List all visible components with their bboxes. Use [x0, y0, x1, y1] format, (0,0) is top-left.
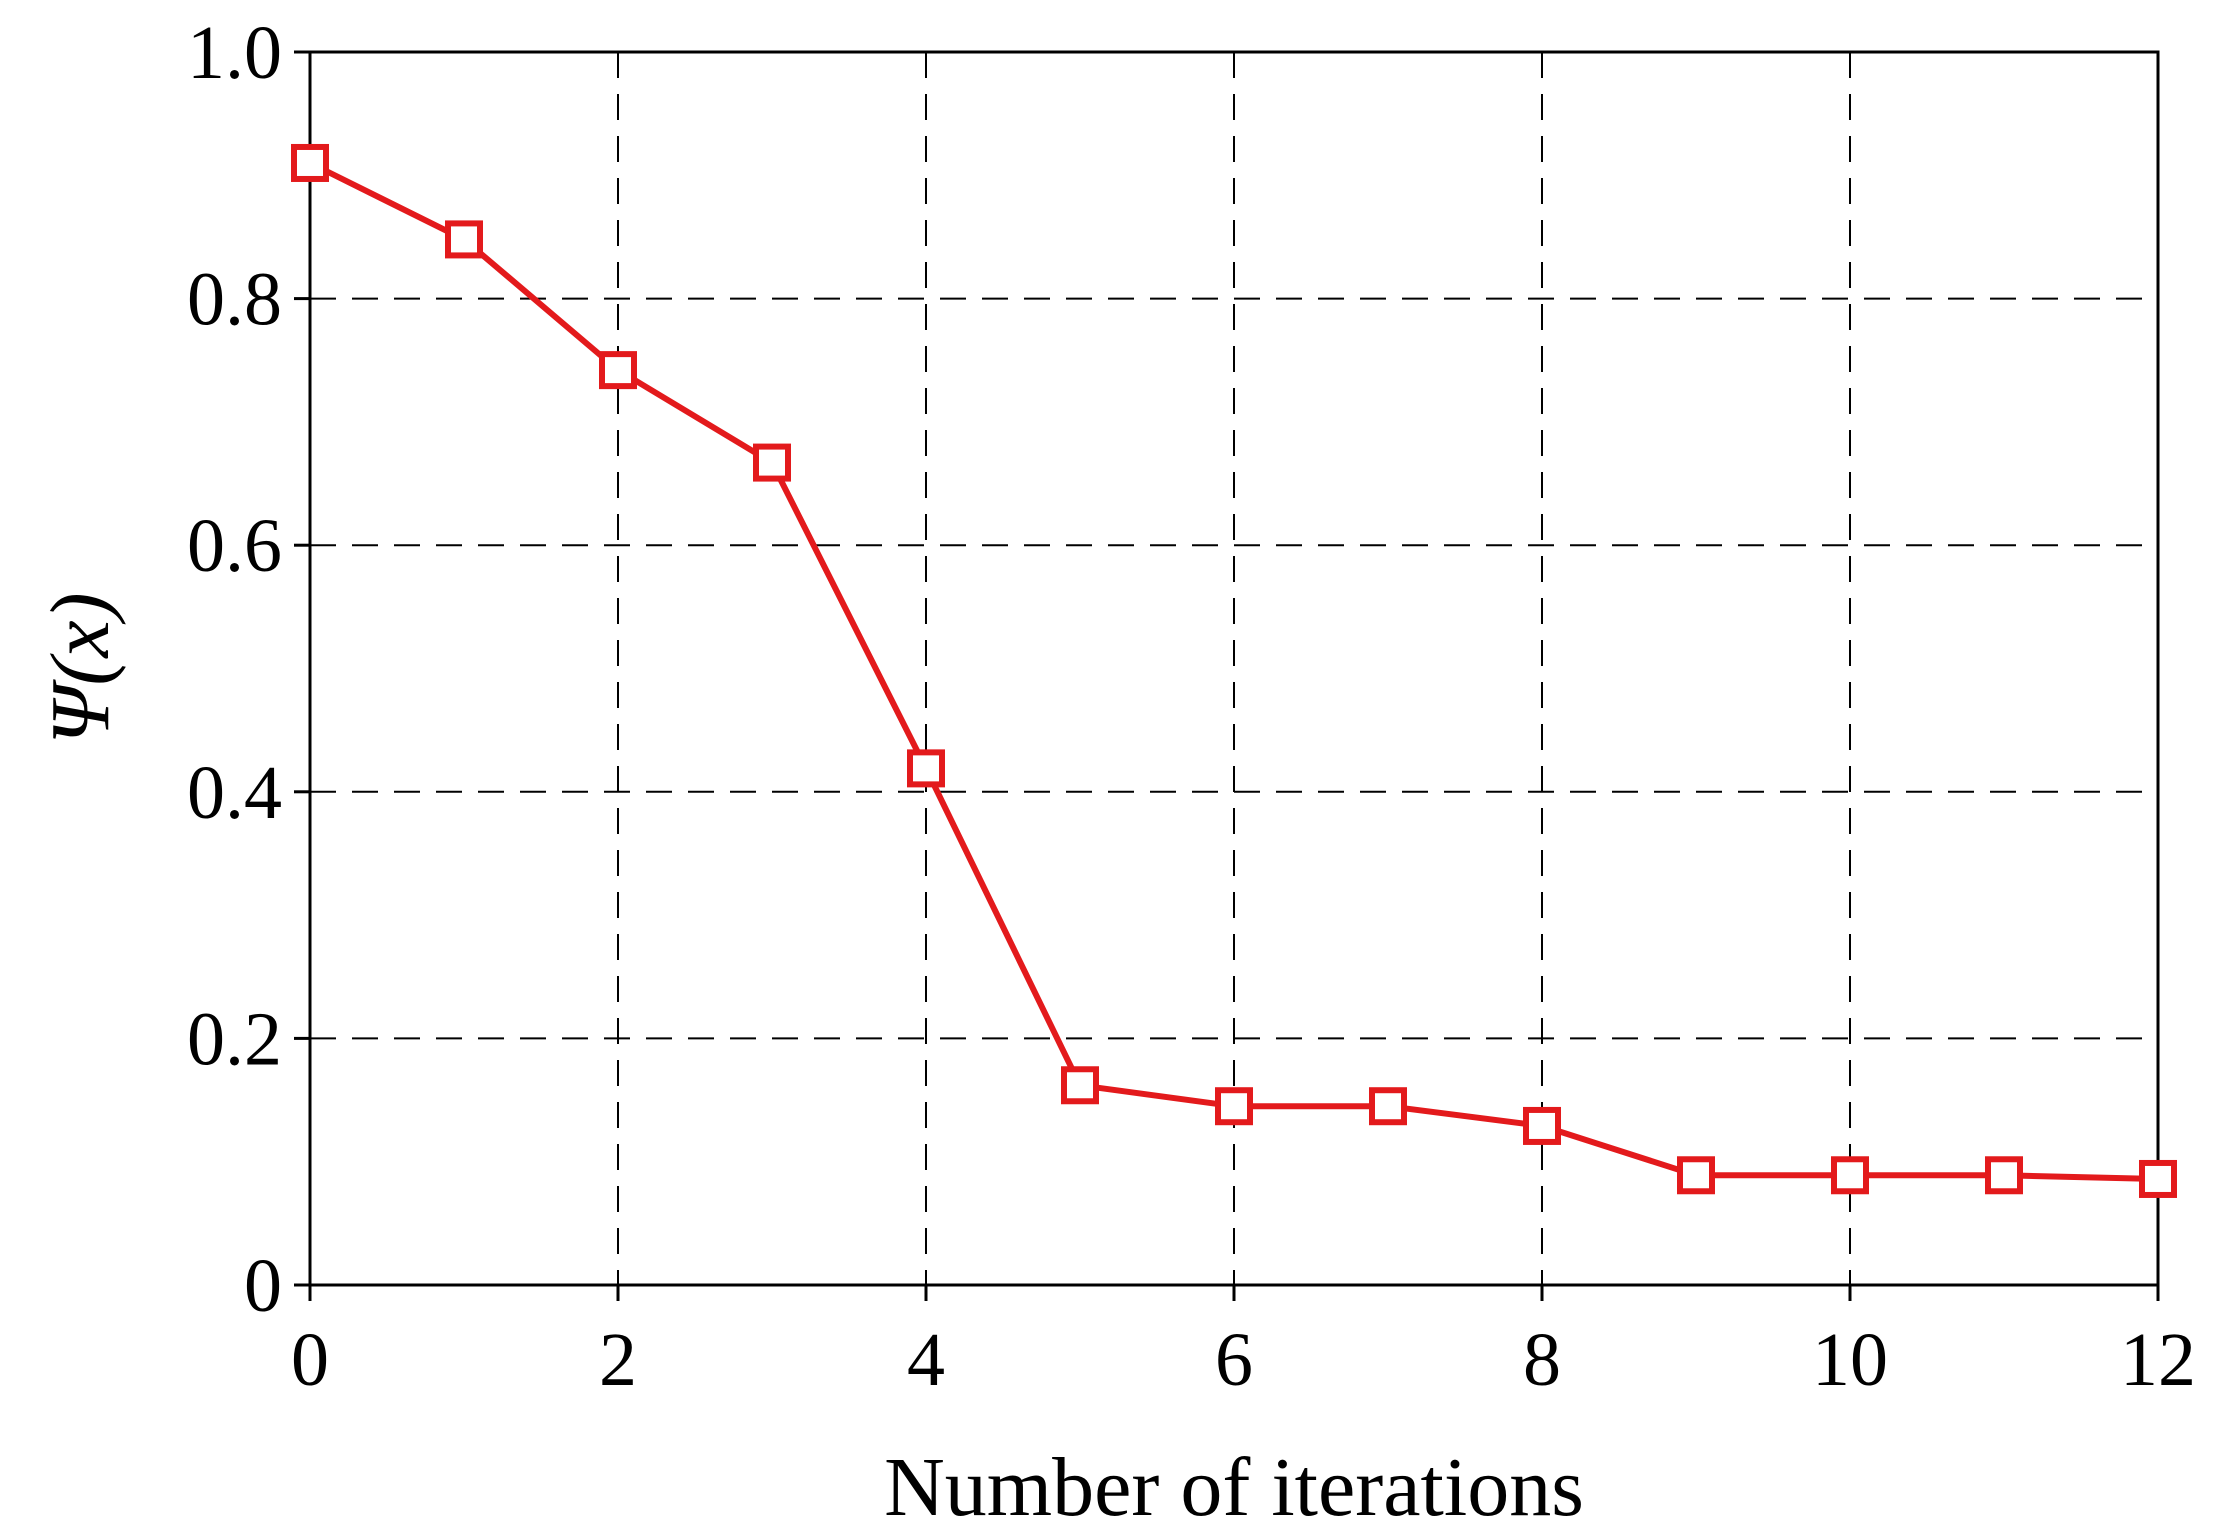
series-layer	[291, 143, 2177, 1198]
x-tick-label: 12	[2120, 1318, 2196, 1402]
data-point-marker	[1985, 1156, 2023, 1195]
x-tick-label: 6	[1215, 1318, 1253, 1402]
x-tick-label: 2	[599, 1318, 637, 1402]
y-tick-label: 1.0	[187, 11, 282, 95]
y-tick-label: 0	[244, 1244, 282, 1328]
x-tick-label: 0	[291, 1318, 329, 1402]
data-point-marker	[599, 351, 637, 390]
y-axis-tick-labels: 0 0.2 0.4 0.6 0.8 1.0	[187, 11, 282, 1328]
data-point-marker	[1369, 1087, 1407, 1126]
data-point-marker	[291, 143, 329, 182]
y-tick-label: 0.6	[187, 504, 282, 588]
x-tick-label: 8	[1523, 1318, 1561, 1402]
data-point-marker	[907, 749, 945, 788]
x-tick-label: 4	[907, 1318, 945, 1402]
data-point-marker	[2139, 1159, 2177, 1198]
y-tick-label: 0.4	[187, 751, 282, 835]
data-point-marker	[1523, 1106, 1561, 1145]
data-point-marker	[1215, 1087, 1253, 1126]
grid	[310, 52, 2158, 1285]
data-point-marker	[1831, 1156, 1869, 1195]
x-tick-label: 10	[1812, 1318, 1888, 1402]
axis-ticks	[294, 50, 2160, 1301]
data-point-marker	[753, 443, 791, 482]
y-tick-label: 0.2	[187, 997, 282, 1081]
data-point-marker	[445, 220, 483, 259]
y-axis-title: Ψ(x)	[34, 592, 127, 744]
data-point-marker	[1677, 1156, 1715, 1195]
data-point-marker	[1061, 1066, 1099, 1105]
x-axis-title: Number of iterations	[884, 1441, 1584, 1534]
y-tick-label: 0.8	[187, 258, 282, 342]
x-axis-tick-labels: 0 2 4 6 8 10 12	[291, 1318, 2196, 1402]
